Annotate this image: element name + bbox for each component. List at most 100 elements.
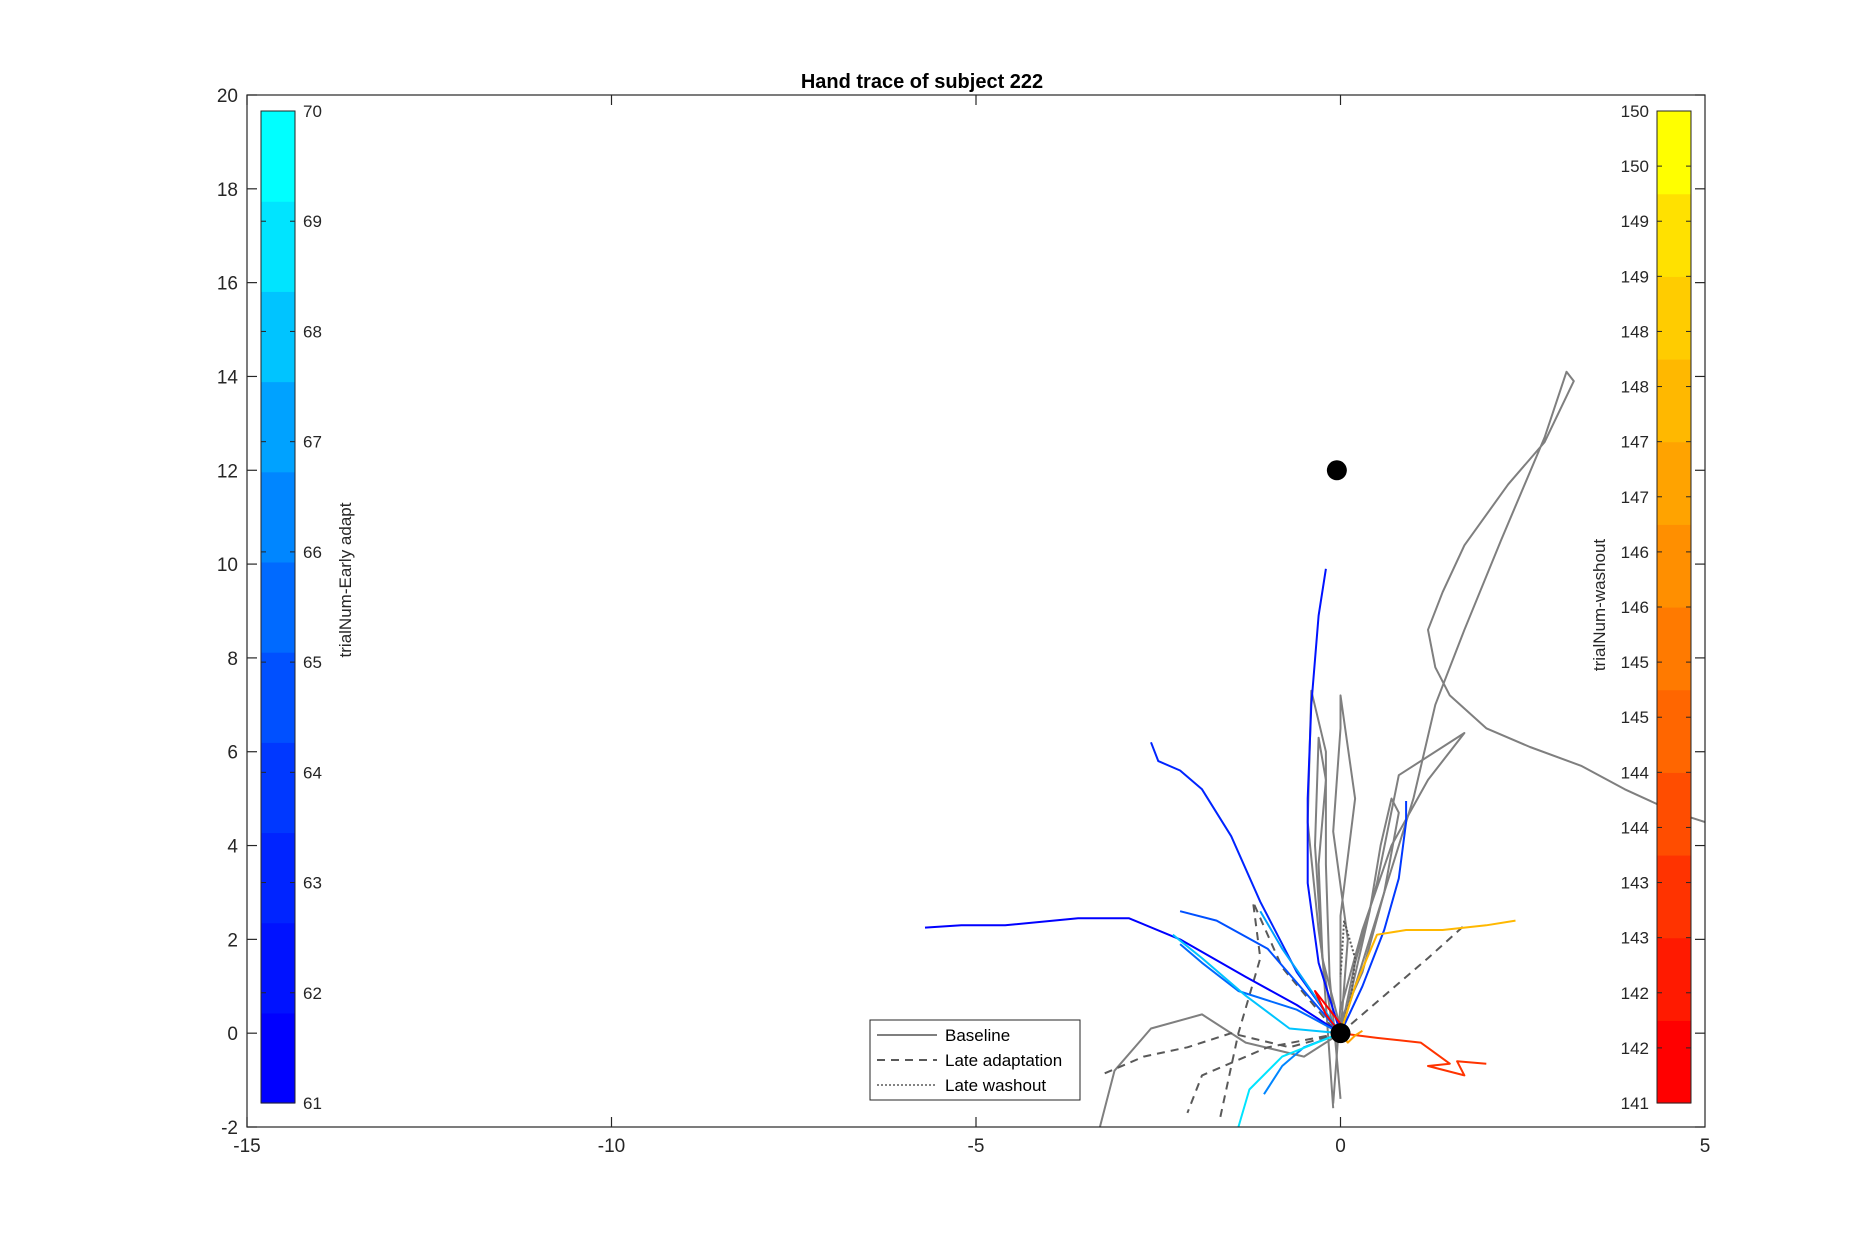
trace-late_adaptation-8 (1339, 924, 1466, 1034)
trace-washout-24 (1314, 990, 1342, 1034)
colorbar-segment (1657, 1020, 1691, 1104)
trace-washout-22 (1340, 1032, 1487, 1077)
trace-early_adapt-21 (1237, 1032, 1341, 1127)
colorbar-segment (261, 111, 295, 202)
x-axis: -15 -10 -5 0 5 (233, 95, 1710, 1157)
trace-late_adaptation-10 (1186, 1032, 1341, 1114)
colorbar-tick-label: 143 (1621, 874, 1649, 893)
trace-baseline-5 (1335, 797, 1400, 1034)
legend-label: Baseline (945, 1026, 1010, 1045)
colorbar-tick-label: 145 (1621, 708, 1649, 727)
colorbar-tick-label: 147 (1621, 433, 1649, 452)
colorbar-segment (1657, 524, 1691, 608)
colorbar-right-label: trialNum-washout (1590, 539, 1609, 672)
colorbar-tick-label: 146 (1621, 598, 1649, 617)
colorbar-segment (1657, 193, 1691, 277)
y-tick-label: -2 (221, 1118, 238, 1139)
chart-title: Hand trace of subject 222 (801, 71, 1043, 93)
y-tick-label: 0 (227, 1024, 238, 1045)
colorbar-segment (261, 832, 295, 924)
trace-early_adapt-15 (1339, 801, 1408, 1034)
y-tick-label: 8 (227, 649, 238, 670)
colorbar-tick-label: 142 (1621, 984, 1649, 1003)
y-tick-label: 18 (217, 180, 238, 201)
colorbar-tick-label: 65 (303, 653, 322, 672)
colorbar-tick-label: 70 (303, 102, 322, 121)
colorbar-tick-label: 149 (1621, 212, 1649, 231)
colorbar-tick-label: 61 (303, 1094, 322, 1113)
trace-baseline-3 (1306, 689, 1342, 1099)
y-tick-label: 16 (217, 274, 238, 295)
trace-late_washout-11 (1339, 919, 1357, 1034)
legend: Baseline Late adaptation Late washout (869, 1019, 1081, 1101)
y-tick-label: 6 (227, 743, 238, 764)
colorbar-segment (1657, 607, 1691, 691)
colorbar-segment (1657, 276, 1691, 360)
trace-late_adaptation-7 (1099, 1032, 1341, 1077)
trace-early_adapt-16 (1179, 910, 1342, 1034)
colorbar-frame (260, 110, 296, 1104)
colorbar-segment (1657, 441, 1691, 525)
x-tick-label: -10 (598, 1136, 625, 1157)
colorbar-tick-label: 63 (303, 874, 322, 893)
colorbar-tick-label: 148 (1621, 322, 1649, 341)
colorbar-tick-label: 150 (1621, 102, 1649, 121)
y-tick-label: 12 (217, 461, 238, 482)
colorbar-tick-label: 141 (1621, 1094, 1649, 1113)
trace-late_adaptation-9 (1219, 900, 1334, 1118)
trace-early_adapt-20 (1172, 933, 1341, 1035)
trace-baseline-0 (1339, 370, 1705, 1034)
colorbar-segment (1657, 937, 1691, 1021)
y-tick-label: 20 (217, 86, 238, 107)
colorbar-segment (1657, 359, 1691, 443)
colorbar-segment (261, 652, 295, 743)
x-tick-label: 0 (1335, 1136, 1346, 1157)
colorbar-tick-label: 142 (1621, 1039, 1649, 1058)
colorbar-tick-label: 144 (1621, 763, 1649, 782)
colorbar-segment (261, 922, 295, 1014)
colorbar-segment (261, 201, 295, 292)
colorbar-segment (1657, 689, 1691, 773)
colorbar-tick-label: 147 (1621, 488, 1649, 507)
colorbar-tick-label: 69 (303, 212, 322, 231)
colorbar-tick-label: 66 (303, 543, 322, 562)
colorbar-segment (261, 1012, 295, 1104)
x-tick-label: -15 (233, 1136, 260, 1157)
colorbar-segment (1657, 111, 1691, 195)
legend-label: Late adaptation (945, 1051, 1062, 1070)
target-dot-1 (1326, 460, 1347, 481)
colorbar-segment (261, 742, 295, 834)
trace-baseline-1 (1332, 694, 1357, 1104)
colorbar-tick-label: 68 (303, 322, 322, 341)
colorbar-segment (261, 561, 295, 653)
trace-baseline-6 (1314, 736, 1342, 1109)
trace-early_adapt-17 (1179, 943, 1341, 1035)
colorbar-segment (261, 381, 295, 473)
y-tick-label: 14 (217, 367, 239, 388)
target-dot-0 (1330, 1023, 1351, 1044)
trace-lines (924, 370, 1705, 1127)
colorbar-segment (1657, 772, 1691, 856)
plot-frame (246, 94, 1706, 1128)
target-markers (1326, 460, 1351, 1044)
colorbar-early-adapt: 61 62 63 64 65 66 67 68 69 70 trialNum-Early adapt (260, 102, 355, 1113)
colorbar-tick-label: 67 (303, 433, 322, 452)
y-tick-label: 4 (227, 837, 238, 858)
colorbar-tick-label: 146 (1621, 543, 1649, 562)
trace-early_adapt-13 (1306, 568, 1342, 1034)
colorbar-tick-label: 144 (1621, 818, 1649, 837)
trace-washout-23 (1339, 919, 1516, 1034)
x-tick-label: -5 (968, 1136, 985, 1157)
colorbar-segment (261, 471, 295, 563)
colorbar-tick-label: 148 (1621, 378, 1649, 397)
colorbar-washout: 141 142 142 143 143 144 144 145 145 146 146 147 147 1… (1590, 102, 1692, 1113)
colorbar-segment (1657, 855, 1691, 939)
y-tick-label: 10 (217, 555, 238, 576)
colorbar-tick-label: 62 (303, 984, 322, 1003)
colorbar-tick-label: 143 (1621, 929, 1649, 948)
y-tick-label: 2 (227, 930, 238, 951)
colorbar-tick-label: 145 (1621, 653, 1649, 672)
colorbar-left-label: trialNum-Early adapt (336, 502, 355, 657)
